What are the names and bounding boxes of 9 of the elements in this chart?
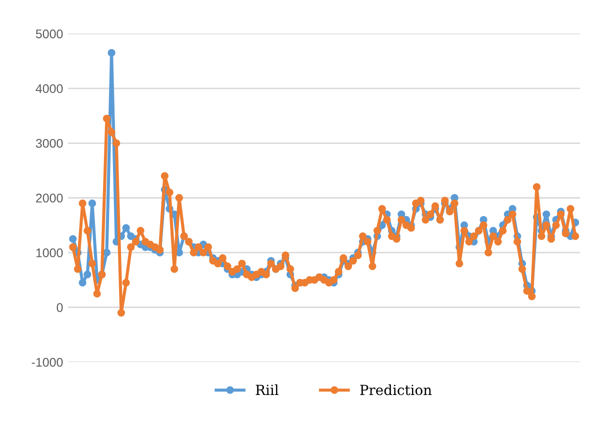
legend-label: Riil — [256, 384, 278, 395]
y-tick-label: 5000 — [36, 29, 63, 38]
y-tick-label: 2000 — [36, 194, 63, 203]
y-tick-label: 0 — [56, 303, 63, 312]
y-tick-label: 4000 — [36, 84, 63, 94]
y-tick-label: 1000 — [36, 248, 63, 258]
y-tick-label: -1000 — [32, 358, 63, 367]
y-tick-label: 3000 — [36, 138, 63, 148]
legend-label: Prediction — [360, 384, 432, 396]
